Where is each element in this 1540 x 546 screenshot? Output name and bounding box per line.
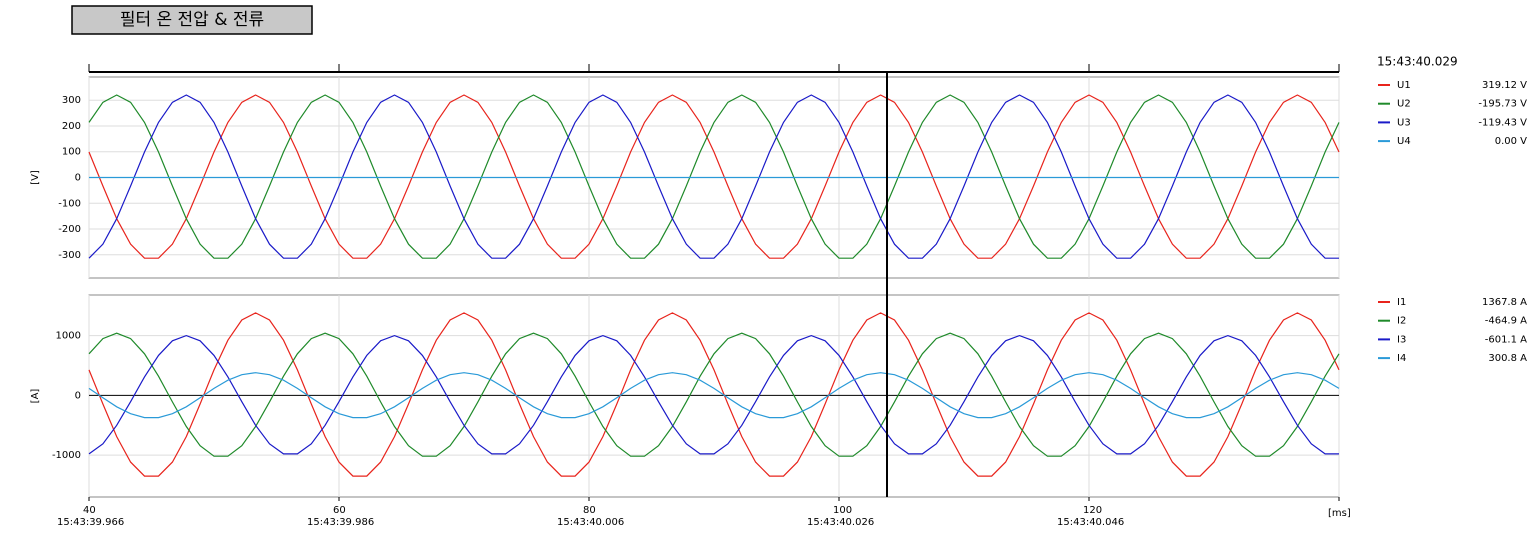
legend-value: -195.73 V: [1478, 99, 1527, 110]
x-tick-label: 60: [333, 505, 346, 516]
x-time-label: 15:43:40.026: [807, 517, 874, 528]
x-tick-label: 40: [83, 505, 96, 516]
x-time-label: 15:43:39.966: [57, 517, 124, 528]
x-time-label: 15:43:40.006: [557, 517, 624, 528]
x-unit: [ms]: [1328, 508, 1351, 519]
cursor-time: 15:43:40.029: [1377, 55, 1458, 69]
x-tick-label: 80: [583, 505, 596, 516]
legend-value: -464.9 A: [1485, 316, 1527, 327]
legend-value: 300.8 A: [1488, 353, 1527, 364]
series-line: [88, 312, 1340, 477]
legend-label: U4: [1397, 136, 1411, 147]
legend-value: -119.43 V: [1478, 117, 1527, 128]
plot-area: [88, 294, 1340, 498]
legend-label: I3: [1397, 334, 1406, 345]
series-line: [88, 94, 1340, 259]
legend-value: 0.00 V: [1495, 136, 1527, 147]
x-tick-label: 120: [1083, 505, 1102, 516]
series-line: [88, 94, 1339, 259]
y-tick-label: 100: [62, 147, 81, 158]
legend-label: I1: [1397, 297, 1406, 308]
x-time-label: 15:43:40.046: [1057, 517, 1124, 528]
y-tick-label: -200: [58, 224, 81, 235]
legend-label: I4: [1397, 353, 1406, 364]
legend-label: U2: [1397, 99, 1411, 110]
x-time-label: 15:43:39.986: [307, 517, 374, 528]
series-line: [88, 94, 1340, 259]
chart-title: 필터 온 전압 & 전류: [120, 10, 264, 30]
legend-label: U1: [1397, 80, 1411, 91]
legend-label: I2: [1397, 316, 1406, 327]
series-line: [88, 332, 1340, 457]
y-tick-label: 0: [75, 390, 81, 401]
legend-value: 1367.8 A: [1482, 297, 1527, 308]
y-tick-label: -300: [58, 250, 81, 261]
y-tick-label: -100: [58, 198, 81, 209]
legend-value: -601.1 A: [1485, 334, 1527, 345]
y-axis-label: [V]: [30, 170, 41, 185]
series-line: [88, 334, 1339, 455]
x-tick-label: 100: [833, 505, 852, 516]
series-line: [88, 372, 1340, 419]
y-tick-label: 1000: [56, 331, 81, 342]
y-axis-label: [A]: [30, 389, 41, 404]
y-tick-label: 200: [62, 121, 81, 132]
title-box: [71, 5, 313, 35]
legend-label: U3: [1397, 117, 1411, 128]
y-tick-label: 300: [62, 95, 81, 106]
legend-value: 319.12 V: [1482, 80, 1527, 91]
y-tick-label: 0: [75, 173, 81, 184]
y-tick-label: -1000: [52, 450, 81, 461]
